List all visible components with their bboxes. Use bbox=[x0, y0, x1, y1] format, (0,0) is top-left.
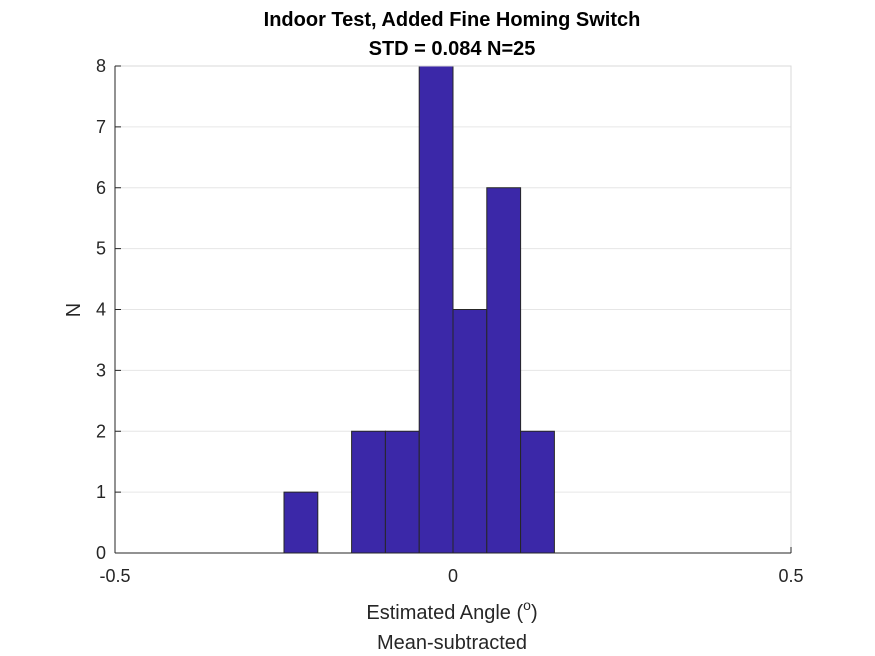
y-tick-label-2: 2 bbox=[96, 421, 106, 441]
y-tick-label-3: 3 bbox=[96, 360, 106, 380]
chart-subtitle: STD = 0.084 N=25 bbox=[369, 38, 536, 60]
chart-title: Indoor Test, Added Fine Homing Switch bbox=[264, 9, 641, 31]
y-axis-label: N bbox=[63, 303, 85, 317]
histogram-bar-6 bbox=[486, 187, 522, 554]
y-tick-label-0: 0 bbox=[96, 543, 106, 563]
histogram-bar-5 bbox=[452, 309, 488, 554]
bar-series bbox=[283, 65, 555, 554]
y-axis-ticks: 0 1 2 3 4 5 6 7 8 bbox=[96, 56, 121, 563]
x-tick-label-1: 0 bbox=[448, 566, 458, 586]
x-axis-label-line2: Mean-subtracted bbox=[377, 632, 527, 654]
y-tick-label-4: 4 bbox=[96, 300, 106, 320]
y-tick-label-6: 6 bbox=[96, 178, 106, 198]
histogram-bar-3 bbox=[384, 430, 420, 554]
x-axis-label: Estimated Angle (o) bbox=[366, 597, 537, 624]
x-axis-label-main: Estimated Angle ( bbox=[366, 602, 523, 624]
histogram-bar-4 bbox=[418, 65, 454, 554]
y-tick-label-8: 8 bbox=[96, 56, 106, 76]
histogram-bar-7 bbox=[520, 430, 555, 554]
y-tick-label-5: 5 bbox=[96, 239, 106, 259]
x-axis-label-close: ) bbox=[531, 602, 538, 624]
plot-area: 0 1 2 3 4 5 6 7 8 -0.5 0 0.5 bbox=[96, 56, 804, 586]
histogram-bar-1 bbox=[283, 491, 319, 554]
y-tick-label-1: 1 bbox=[96, 482, 106, 502]
x-axis-label-superscript: o bbox=[523, 597, 531, 613]
y-tick-label-7: 7 bbox=[96, 117, 106, 137]
x-tick-label-2: 0.5 bbox=[778, 566, 803, 586]
x-tick-label-0: -0.5 bbox=[99, 566, 130, 586]
x-axis-ticks: -0.5 0 0.5 bbox=[99, 547, 804, 586]
histogram-bar-2 bbox=[351, 430, 386, 554]
